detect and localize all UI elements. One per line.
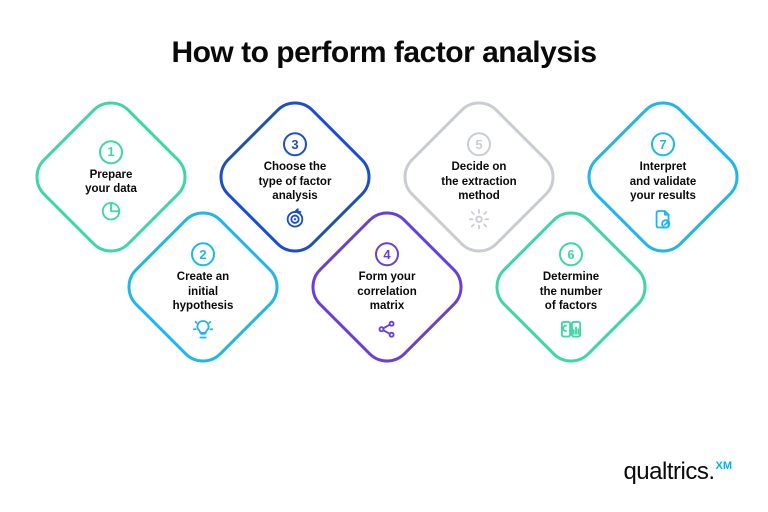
target-icon xyxy=(284,208,306,230)
logo-text: qualtrics. xyxy=(623,458,714,486)
step-label: Form yourcorrelationmatrix xyxy=(357,271,416,314)
step-label: Interpretand validateyour results xyxy=(630,161,696,204)
step-label: Create aninitialhypothesis xyxy=(173,271,234,314)
page-title: How to perform factor analysis xyxy=(0,0,768,70)
step-number-badge: 5 xyxy=(467,133,491,157)
pie-chart-icon xyxy=(100,201,122,223)
step-number-badge: 3 xyxy=(283,133,307,157)
lightbulb-icon xyxy=(192,318,214,340)
step-number-badge: 4 xyxy=(375,243,399,267)
step-label: Decide onthe extractionmethod xyxy=(441,161,516,204)
logo-superscript: XM xyxy=(716,460,733,472)
doc-check-icon xyxy=(652,208,674,230)
step-label: Choose thetype of factoranalysis xyxy=(259,161,332,204)
gear-icon xyxy=(468,208,490,230)
step-number-badge: 2 xyxy=(191,243,215,267)
steps-flow: 1 Prepareyour data 2 Create aninitialhypoth… xyxy=(0,98,768,418)
step-number-badge: 6 xyxy=(559,243,583,267)
meters-icon xyxy=(560,318,582,340)
share-icon xyxy=(376,318,398,340)
step-label: Determinethe numberof factors xyxy=(540,271,603,314)
step-number-badge: 1 xyxy=(99,140,123,164)
step-label: Prepareyour data xyxy=(85,168,137,197)
brand-logo: qualtrics. XM xyxy=(623,458,732,486)
step-number-badge: 7 xyxy=(651,133,675,157)
step-diamond-7: 7 Interpretand validateyour results xyxy=(577,91,750,264)
